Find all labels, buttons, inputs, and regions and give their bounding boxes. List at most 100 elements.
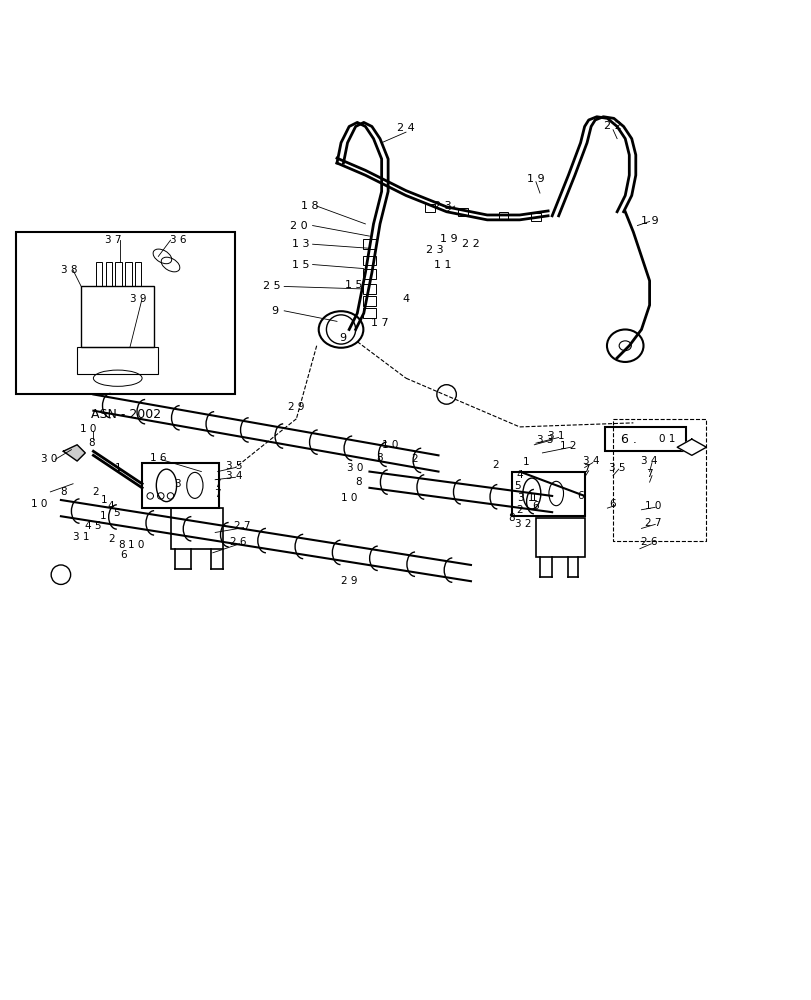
Text: 6: 6: [609, 499, 616, 509]
Bar: [425, 204, 435, 212]
Text: 1: 1: [530, 493, 537, 503]
Text: 6 .: 6 .: [620, 433, 637, 446]
Text: 6: 6: [577, 491, 583, 501]
Bar: [105, 262, 112, 286]
Text: 3 4: 3 4: [225, 471, 242, 481]
Text: 2 5: 2 5: [263, 281, 281, 291]
Text: 2: 2: [491, 460, 498, 470]
Text: 9: 9: [271, 306, 277, 316]
Text: 1: 1: [522, 457, 529, 467]
Text: 7: 7: [214, 479, 221, 489]
Text: 3 8: 3 8: [61, 265, 77, 275]
Text: 3 1: 3 1: [547, 431, 564, 441]
Bar: [135, 262, 141, 286]
Text: 1 0: 1 0: [31, 499, 47, 509]
Text: 1 9: 1 9: [526, 174, 544, 184]
Text: 9: 9: [339, 333, 345, 343]
Text: 3 3: 3 3: [537, 435, 553, 445]
Text: 5: 5: [114, 508, 120, 518]
Text: 3 9: 3 9: [130, 294, 146, 304]
Bar: [16, 232, 235, 394]
Text: 2 6: 2 6: [641, 537, 657, 547]
Text: 2 6: 2 6: [230, 537, 246, 547]
Bar: [363, 239, 375, 249]
Text: 1 0: 1 0: [79, 424, 96, 434]
Bar: [530, 213, 540, 221]
Text: 8: 8: [508, 513, 514, 523]
Text: 8: 8: [376, 453, 383, 463]
Text: 1: 1: [101, 495, 107, 505]
Bar: [535, 518, 584, 557]
Text: 1: 1: [114, 463, 121, 473]
Text: ASN - 2002: ASN - 2002: [91, 408, 161, 421]
Polygon shape: [63, 445, 85, 461]
Text: 2: 2: [109, 534, 115, 544]
Bar: [77, 347, 158, 374]
Text: 2 7: 2 7: [234, 521, 250, 531]
Text: 3 4: 3 4: [641, 456, 657, 466]
Text: 2 2: 2 2: [461, 239, 479, 249]
Text: 1 6: 1 6: [150, 453, 166, 463]
Text: 2 3: 2 3: [433, 201, 451, 211]
Text: 2: 2: [410, 454, 417, 464]
Text: 1 5: 1 5: [291, 260, 309, 270]
Text: 3 5: 3 5: [608, 463, 624, 473]
Bar: [170, 508, 223, 549]
Bar: [498, 212, 508, 220]
Text: 3 1: 3 1: [73, 532, 89, 542]
Bar: [96, 262, 102, 286]
Text: 1 0: 1 0: [341, 493, 357, 503]
Text: 2 2: 2 2: [603, 121, 621, 131]
Text: 2 7: 2 7: [645, 518, 661, 528]
Text: 6: 6: [120, 550, 127, 560]
Text: 3 2: 3 2: [515, 519, 531, 529]
Bar: [457, 208, 467, 216]
Text: 1: 1: [100, 511, 106, 521]
Text: 1 7: 1 7: [371, 318, 388, 328]
Text: 1 9: 1 9: [440, 234, 457, 244]
Text: 2 3: 2 3: [425, 245, 443, 255]
Text: 3: 3: [174, 479, 180, 489]
Text: 4: 4: [516, 470, 522, 480]
Text: 1 0: 1 0: [645, 501, 661, 511]
Bar: [363, 284, 375, 294]
Bar: [363, 269, 375, 279]
Text: 1 0: 1 0: [381, 440, 397, 450]
Text: 2 9: 2 9: [288, 402, 304, 412]
Text: 1 2: 1 2: [560, 441, 576, 451]
Text: 3 5: 3 5: [225, 461, 242, 471]
Bar: [115, 262, 122, 286]
Bar: [125, 262, 131, 286]
Text: 2 4: 2 4: [397, 123, 414, 133]
Bar: [142, 463, 219, 508]
Text: 3 1: 3 1: [517, 493, 534, 503]
Text: 7: 7: [646, 469, 652, 479]
Text: 8: 8: [355, 477, 362, 487]
Text: 0 1: 0 1: [659, 434, 675, 444]
Text: 6: 6: [532, 501, 539, 511]
Text: 7: 7: [214, 489, 221, 499]
Bar: [363, 308, 375, 318]
Text: 2 9: 2 9: [341, 576, 357, 586]
Text: 8: 8: [118, 540, 125, 550]
Bar: [363, 296, 375, 306]
Text: 5: 5: [513, 481, 520, 491]
Text: 1 1: 1 1: [433, 260, 451, 270]
Text: 3 0: 3 0: [41, 454, 57, 464]
Text: 2: 2: [516, 505, 522, 515]
Text: 4: 4: [107, 501, 114, 511]
Bar: [604, 427, 685, 451]
Text: 1 8: 1 8: [301, 201, 319, 211]
Text: 4: 4: [402, 294, 409, 304]
Text: 1 5: 1 5: [345, 280, 363, 290]
Text: 3 7: 3 7: [105, 235, 122, 245]
Bar: [363, 256, 375, 265]
Text: 4 5: 4 5: [85, 521, 101, 531]
Text: 3 0: 3 0: [347, 463, 363, 473]
Text: 1 3: 1 3: [291, 239, 309, 249]
Text: 1 0: 1 0: [128, 540, 144, 550]
Text: 8: 8: [88, 438, 95, 448]
Text: 1 9: 1 9: [640, 216, 658, 226]
Text: 3 4: 3 4: [582, 456, 599, 466]
Text: 7: 7: [582, 464, 589, 474]
